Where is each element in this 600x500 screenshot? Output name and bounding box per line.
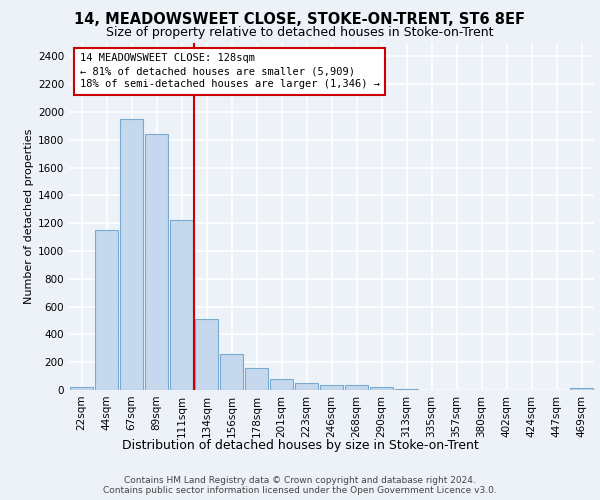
- Text: Size of property relative to detached houses in Stoke-on-Trent: Size of property relative to detached ho…: [106, 26, 494, 39]
- Bar: [245, 368, 268, 390]
- Bar: [170, 220, 193, 390]
- Bar: [95, 230, 118, 390]
- Bar: [70, 386, 93, 390]
- Bar: [145, 134, 168, 390]
- Bar: [195, 319, 218, 390]
- Bar: [295, 383, 318, 390]
- Bar: [320, 385, 343, 390]
- Text: 14 MEADOWSWEET CLOSE: 128sqm
← 81% of detached houses are smaller (5,909)
18% of: 14 MEADOWSWEET CLOSE: 128sqm ← 81% of de…: [79, 53, 380, 90]
- Bar: [370, 387, 393, 390]
- Bar: [120, 119, 143, 390]
- Bar: [570, 388, 593, 390]
- Bar: [220, 354, 243, 390]
- Text: Distribution of detached houses by size in Stoke-on-Trent: Distribution of detached houses by size …: [122, 440, 478, 452]
- Text: 14, MEADOWSWEET CLOSE, STOKE-ON-TRENT, ST6 8EF: 14, MEADOWSWEET CLOSE, STOKE-ON-TRENT, S…: [74, 12, 526, 28]
- Bar: [345, 385, 368, 390]
- Text: Contains HM Land Registry data © Crown copyright and database right 2024.: Contains HM Land Registry data © Crown c…: [124, 476, 476, 485]
- Y-axis label: Number of detached properties: Number of detached properties: [24, 128, 34, 304]
- Bar: [270, 379, 293, 390]
- Text: Contains public sector information licensed under the Open Government Licence v3: Contains public sector information licen…: [103, 486, 497, 495]
